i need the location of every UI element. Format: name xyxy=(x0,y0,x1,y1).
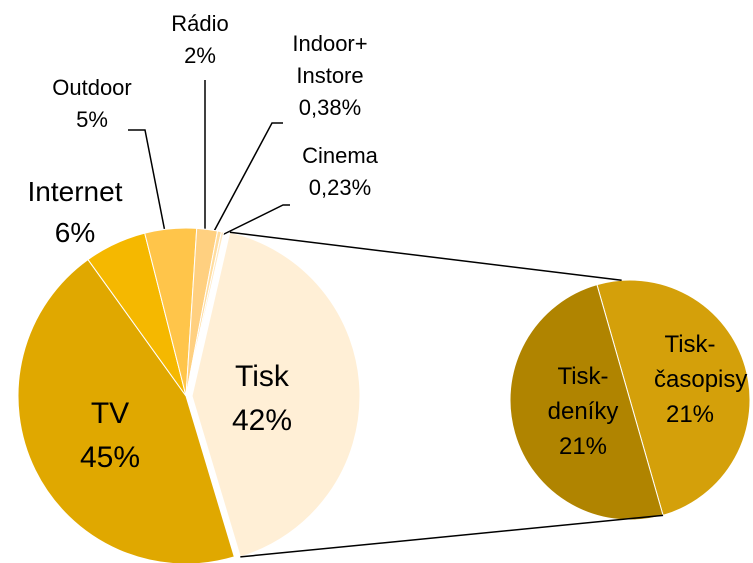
value-label: 21% xyxy=(665,400,715,428)
data-label: Rádio 2% xyxy=(150,8,250,72)
category-label: Indoor+ Instore xyxy=(292,31,368,88)
data-label: Outdoor 5% xyxy=(32,72,152,136)
category-label: Internet xyxy=(27,176,123,207)
value-label: 42% xyxy=(231,403,293,437)
leader-lines xyxy=(128,80,290,238)
sub-pie-slice xyxy=(509,284,664,521)
data-label: TV 45% xyxy=(50,392,170,479)
data-label: Tisk-deníky 21% xyxy=(547,360,619,464)
value-label: 6% xyxy=(54,216,96,248)
data-label: Indoor+ Instore 0,38% xyxy=(275,28,385,124)
leader-line xyxy=(128,129,166,233)
data-label: Tisk 42% xyxy=(202,355,322,442)
connector-line xyxy=(240,514,664,558)
data-label: Internet 6% xyxy=(5,172,145,253)
value-label: 0,38% xyxy=(298,94,362,120)
category-label: TV xyxy=(90,397,130,430)
pie-slice xyxy=(185,231,225,397)
data-label: Tisk-časopisy 21% xyxy=(654,328,748,432)
value-label: 21% xyxy=(558,432,608,460)
leader-line xyxy=(211,122,283,236)
category-label: Tisk-časopisy xyxy=(654,331,748,393)
connector-line xyxy=(229,231,622,282)
pie-slice xyxy=(191,231,361,558)
value-label: 0,23% xyxy=(308,174,372,200)
sub-pie-slice xyxy=(596,279,751,516)
category-label: Tisk-deníky xyxy=(547,363,619,425)
data-label: Cinema 0,23% xyxy=(285,140,395,204)
category-label: Cinema xyxy=(302,143,378,168)
value-label: 5% xyxy=(76,106,108,132)
category-label: Tisk xyxy=(235,360,289,393)
leader-line xyxy=(217,204,290,238)
category-label: Outdoor xyxy=(52,75,132,100)
value-label: 45% xyxy=(79,440,141,474)
pie-slice xyxy=(17,258,235,563)
category-label: Rádio xyxy=(171,11,229,36)
value-label: 2% xyxy=(184,42,216,68)
